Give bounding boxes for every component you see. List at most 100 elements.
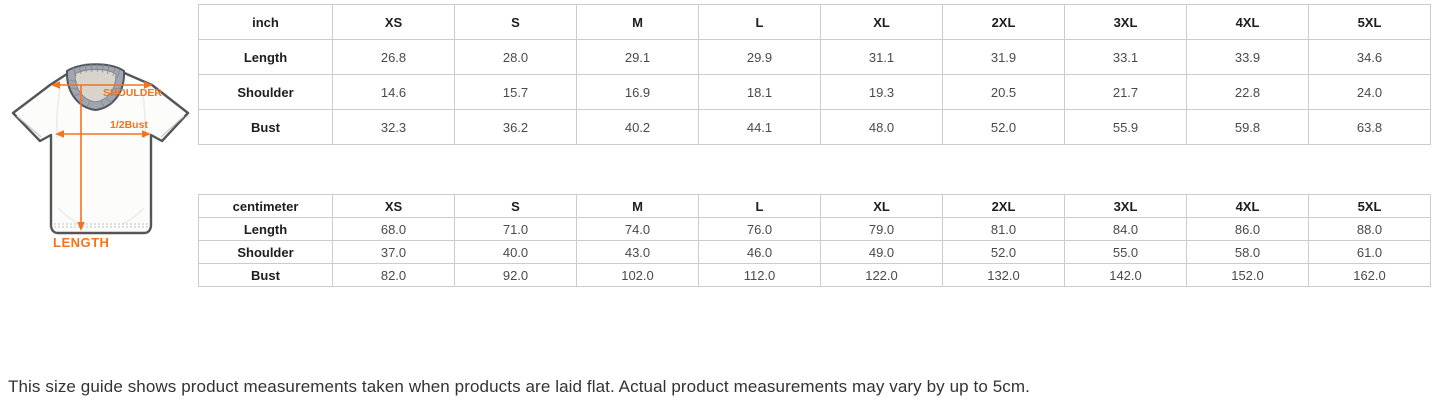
row-label-cell: Bust (198, 263, 333, 287)
value-cell: 122.0 (820, 263, 943, 287)
value-cell: 43.0 (576, 240, 699, 264)
size-header-cell: 3XL (1064, 4, 1187, 40)
value-cell: 52.0 (942, 109, 1065, 145)
value-cell: 63.8 (1308, 109, 1431, 145)
value-cell: 19.3 (820, 74, 943, 110)
value-cell: 26.8 (332, 39, 455, 75)
size-table-inch: inch XS S M L XL 2XL 3XL 4XL 5XL Length 26.8 28.0 29.… (198, 4, 1431, 145)
value-cell: 88.0 (1308, 217, 1431, 241)
value-cell: 37.0 (332, 240, 455, 264)
size-header-cell: 2XL (942, 194, 1065, 218)
value-cell: 86.0 (1186, 217, 1309, 241)
row-label-cell: Length (198, 39, 333, 75)
row-label-cell: Shoulder (198, 74, 333, 110)
size-header-cell: M (576, 4, 699, 40)
value-cell: 22.8 (1186, 74, 1309, 110)
value-cell: 33.9 (1186, 39, 1309, 75)
value-cell: 31.9 (942, 39, 1065, 75)
value-cell: 34.6 (1308, 39, 1431, 75)
header-row: inch XS S M L XL 2XL 3XL 4XL 5XL (198, 4, 1431, 40)
size-header-cell: 5XL (1308, 194, 1431, 218)
size-header-cell: XL (820, 4, 943, 40)
value-cell: 52.0 (942, 240, 1065, 264)
value-cell: 142.0 (1064, 263, 1187, 287)
size-header-cell: M (576, 194, 699, 218)
size-header-cell: S (454, 194, 577, 218)
crease-lines (55, 87, 147, 225)
table-row: Shoulder 37.0 40.0 43.0 46.0 49.0 52.0 55.0 58.0… (198, 240, 1431, 264)
value-cell: 76.0 (698, 217, 821, 241)
table-row: Length 26.8 28.0 29.1 29.9 31.1 31.9 33.1 33.9 34… (198, 39, 1431, 75)
sleeve-stitch-left (16, 115, 42, 138)
row-label-cell: Length (198, 217, 333, 241)
tshirt-diagram: SHOULDER 1/2Bust LENGTH (11, 62, 190, 250)
value-cell: 29.9 (698, 39, 821, 75)
value-cell: 59.8 (1186, 109, 1309, 145)
value-cell: 40.0 (454, 240, 577, 264)
value-cell: 55.9 (1064, 109, 1187, 145)
size-header-cell: 5XL (1308, 4, 1431, 40)
value-cell: 102.0 (576, 263, 699, 287)
value-cell: 40.2 (576, 109, 699, 145)
value-cell: 55.0 (1064, 240, 1187, 264)
unit-label-cell: inch (198, 4, 333, 40)
value-cell: 58.0 (1186, 240, 1309, 264)
value-cell: 20.5 (942, 74, 1065, 110)
value-cell: 82.0 (332, 263, 455, 287)
value-cell: 132.0 (942, 263, 1065, 287)
size-header-cell: XS (332, 194, 455, 218)
size-header-cell: L (698, 194, 821, 218)
value-cell: 162.0 (1308, 263, 1431, 287)
bust-arrow (55, 130, 151, 138)
value-cell: 92.0 (454, 263, 577, 287)
size-header-cell: 4XL (1186, 194, 1309, 218)
value-cell: 152.0 (1186, 263, 1309, 287)
sleeve-stitch-right (160, 115, 185, 138)
row-label-cell: Shoulder (198, 240, 333, 264)
value-cell: 46.0 (698, 240, 821, 264)
value-cell: 74.0 (576, 217, 699, 241)
value-cell: 112.0 (698, 263, 821, 287)
value-cell: 31.1 (820, 39, 943, 75)
length-arrow (77, 85, 85, 231)
value-cell: 33.1 (1064, 39, 1187, 75)
size-header-cell: XL (820, 194, 943, 218)
value-cell: 61.0 (1308, 240, 1431, 264)
value-cell: 49.0 (820, 240, 943, 264)
size-header-cell: L (698, 4, 821, 40)
size-guide-note: This size guide shows product measuremen… (8, 377, 1030, 396)
size-table-centimeter: centimeter XS S M L XL 2XL 3XL 4XL 5XL Length 68.0 7… (198, 194, 1431, 287)
value-cell: 14.6 (332, 74, 455, 110)
value-cell: 16.9 (576, 74, 699, 110)
value-cell: 32.3 (332, 109, 455, 145)
table-row: Bust 32.3 36.2 40.2 44.1 48.0 52.0 55.9 59.8 63.8 (198, 109, 1431, 145)
header-row: centimeter XS S M L XL 2XL 3XL 4XL 5XL (198, 194, 1431, 218)
size-header-cell: 2XL (942, 4, 1065, 40)
value-cell: 48.0 (820, 109, 943, 145)
size-header-cell: 3XL (1064, 194, 1187, 218)
table-row: Length 68.0 71.0 74.0 76.0 79.0 81.0 84.0 86.0 88… (198, 217, 1431, 241)
value-cell: 28.0 (454, 39, 577, 75)
length-label: LENGTH (53, 235, 109, 250)
value-cell: 81.0 (942, 217, 1065, 241)
shoulder-arrow (51, 81, 153, 89)
value-cell: 24.0 (1308, 74, 1431, 110)
unit-label-cell: centimeter (198, 194, 333, 218)
value-cell: 15.7 (454, 74, 577, 110)
value-cell: 21.7 (1064, 74, 1187, 110)
value-cell: 68.0 (332, 217, 455, 241)
table-row: Bust 82.0 92.0 102.0 112.0 122.0 132.0 142.0 152… (198, 263, 1431, 287)
table-row: Shoulder 14.6 15.7 16.9 18.1 19.3 20.5 21.7 22.8… (198, 74, 1431, 110)
value-cell: 44.1 (698, 109, 821, 145)
size-header-cell: XS (332, 4, 455, 40)
value-cell: 29.1 (576, 39, 699, 75)
value-cell: 84.0 (1064, 217, 1187, 241)
size-header-cell: S (454, 4, 577, 40)
size-header-cell: 4XL (1186, 4, 1309, 40)
row-label-cell: Bust (198, 109, 333, 145)
value-cell: 79.0 (820, 217, 943, 241)
value-cell: 36.2 (454, 109, 577, 145)
value-cell: 18.1 (698, 74, 821, 110)
shoulder-label: SHOULDER (103, 87, 162, 99)
